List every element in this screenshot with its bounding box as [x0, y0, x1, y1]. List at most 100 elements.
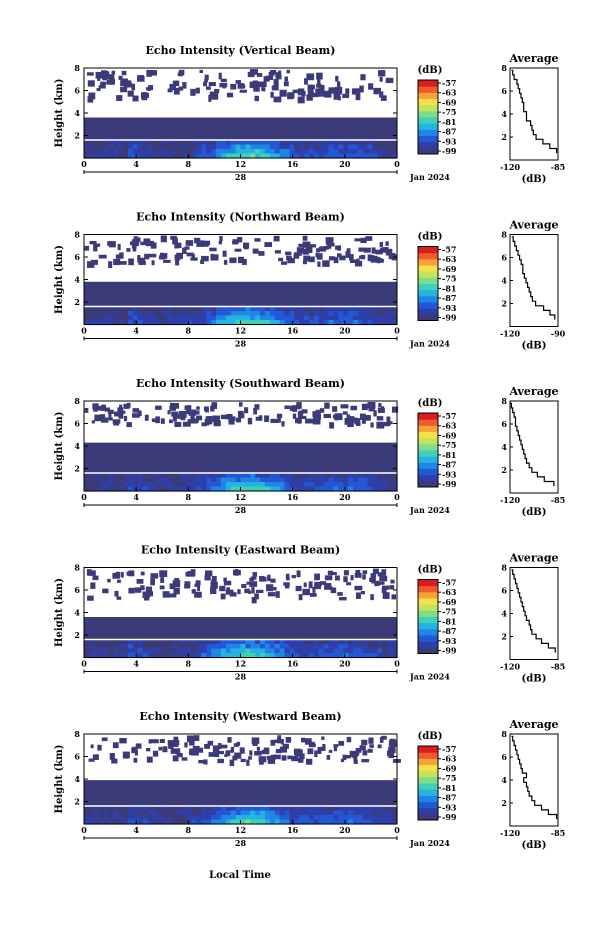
- echo-cell: [264, 144, 271, 150]
- noise-speckle: [95, 71, 103, 79]
- avg-y-tick-label: 6: [501, 586, 507, 596]
- echo-cell: [362, 306, 369, 312]
- echo-cell: [93, 311, 100, 317]
- avg-profile-line: [511, 735, 558, 820]
- echo-cell: [269, 819, 276, 825]
- noise-speckle: [232, 241, 238, 245]
- echo-cell: [352, 648, 359, 654]
- echo-cell: [84, 311, 90, 317]
- echo-cell: [176, 311, 183, 317]
- noise-speckle: [224, 753, 228, 758]
- noise-speckle: [359, 85, 364, 93]
- echo-cell: [264, 819, 271, 825]
- colorbar-tick-label: -93: [442, 303, 457, 313]
- date-label: Jan 2024: [409, 672, 450, 682]
- echo-cell: [196, 648, 202, 654]
- echo-cell: [191, 320, 198, 326]
- noise-speckle: [277, 416, 281, 423]
- noise-speckle: [291, 575, 296, 579]
- echo-cell: [181, 648, 188, 654]
- echo-cell: [338, 653, 344, 659]
- echo-cell: [372, 648, 379, 654]
- echo-cell: [98, 810, 105, 816]
- colorbar-tick-label: -81: [442, 616, 456, 626]
- echo-cell: [172, 486, 178, 492]
- echo-cell: [113, 153, 119, 159]
- echo-cell: [362, 149, 369, 155]
- noise-speckle: [227, 737, 232, 743]
- echo-cell: [235, 653, 242, 659]
- echo-cell: [304, 644, 310, 650]
- noise-speckle: [362, 750, 368, 756]
- colorbar-swatch: [418, 431, 438, 439]
- noise-speckle: [247, 71, 255, 78]
- echo-cell: [328, 477, 335, 483]
- echo-cell: [245, 149, 251, 155]
- colorbar-swatch: [418, 117, 438, 124]
- noise-speckle: [284, 582, 290, 589]
- echo-cell: [181, 311, 188, 317]
- echo-cell: [333, 644, 339, 650]
- echo-cell: [157, 639, 163, 645]
- echo-cell: [308, 639, 315, 645]
- x-tick-label: 8: [186, 159, 192, 169]
- echo-cell: [343, 477, 349, 483]
- echo-cell: [279, 473, 286, 479]
- noise-speckle: [379, 248, 387, 253]
- noise-speckle: [169, 419, 173, 424]
- echo-cell: [132, 153, 139, 159]
- noise-speckle: [330, 587, 337, 594]
- echo-cell: [162, 644, 168, 650]
- echo-cell: [220, 806, 227, 812]
- noise-speckle: [211, 93, 219, 100]
- echo-cell: [284, 486, 291, 492]
- echo-cell: [216, 144, 222, 150]
- noise-speckle: [345, 251, 351, 258]
- echo-cell: [264, 315, 271, 321]
- echo-cell: [308, 477, 315, 483]
- colorbar-swatch: [418, 628, 438, 636]
- echo-cell: [333, 653, 339, 659]
- echo-cell: [103, 819, 110, 825]
- echo-cell: [137, 306, 144, 312]
- echo-cell: [201, 153, 207, 159]
- x-tick-label: 16: [287, 326, 299, 336]
- heatmap: [84, 69, 398, 159]
- x-tick-label: 0: [81, 825, 87, 835]
- noise-speckle: [317, 261, 321, 267]
- echo-cell: [157, 644, 163, 650]
- noise-speckle: [112, 742, 119, 749]
- echo-cell: [108, 482, 114, 488]
- noise-speckle: [210, 587, 216, 591]
- noise-speckle: [307, 84, 314, 91]
- noise-speckle: [270, 69, 277, 74]
- y-tick-label: 4: [74, 441, 80, 451]
- noise-speckle: [379, 259, 384, 263]
- noise-speckle: [353, 752, 360, 756]
- echo-cell: [313, 311, 320, 317]
- echo-cell: [137, 639, 144, 645]
- noise-speckle: [251, 596, 257, 604]
- echo-cell: [98, 306, 105, 312]
- colorbar-label: (dB): [418, 398, 443, 409]
- echo-cell: [137, 806, 144, 812]
- echo-cell: [93, 486, 100, 492]
- echo-cell: [382, 473, 388, 479]
- echo-cell: [279, 648, 286, 654]
- echo-cell: [294, 819, 300, 825]
- echo-cell: [352, 639, 359, 645]
- heatmap: [84, 735, 401, 825]
- noise-speckle: [286, 255, 292, 261]
- echo-cell: [147, 810, 154, 816]
- echo-cell: [255, 477, 261, 483]
- echo-cell: [308, 144, 315, 150]
- noise-speckle: [320, 408, 325, 413]
- noise-speckle: [178, 69, 185, 76]
- colorbar-tick-label: -63: [442, 754, 457, 764]
- noise-speckle: [338, 596, 347, 601]
- echo-cell: [211, 653, 217, 659]
- echo-cell: [201, 306, 207, 312]
- noise-speckle: [251, 737, 260, 744]
- echo-cell: [220, 306, 227, 312]
- echo-cell: [313, 473, 320, 479]
